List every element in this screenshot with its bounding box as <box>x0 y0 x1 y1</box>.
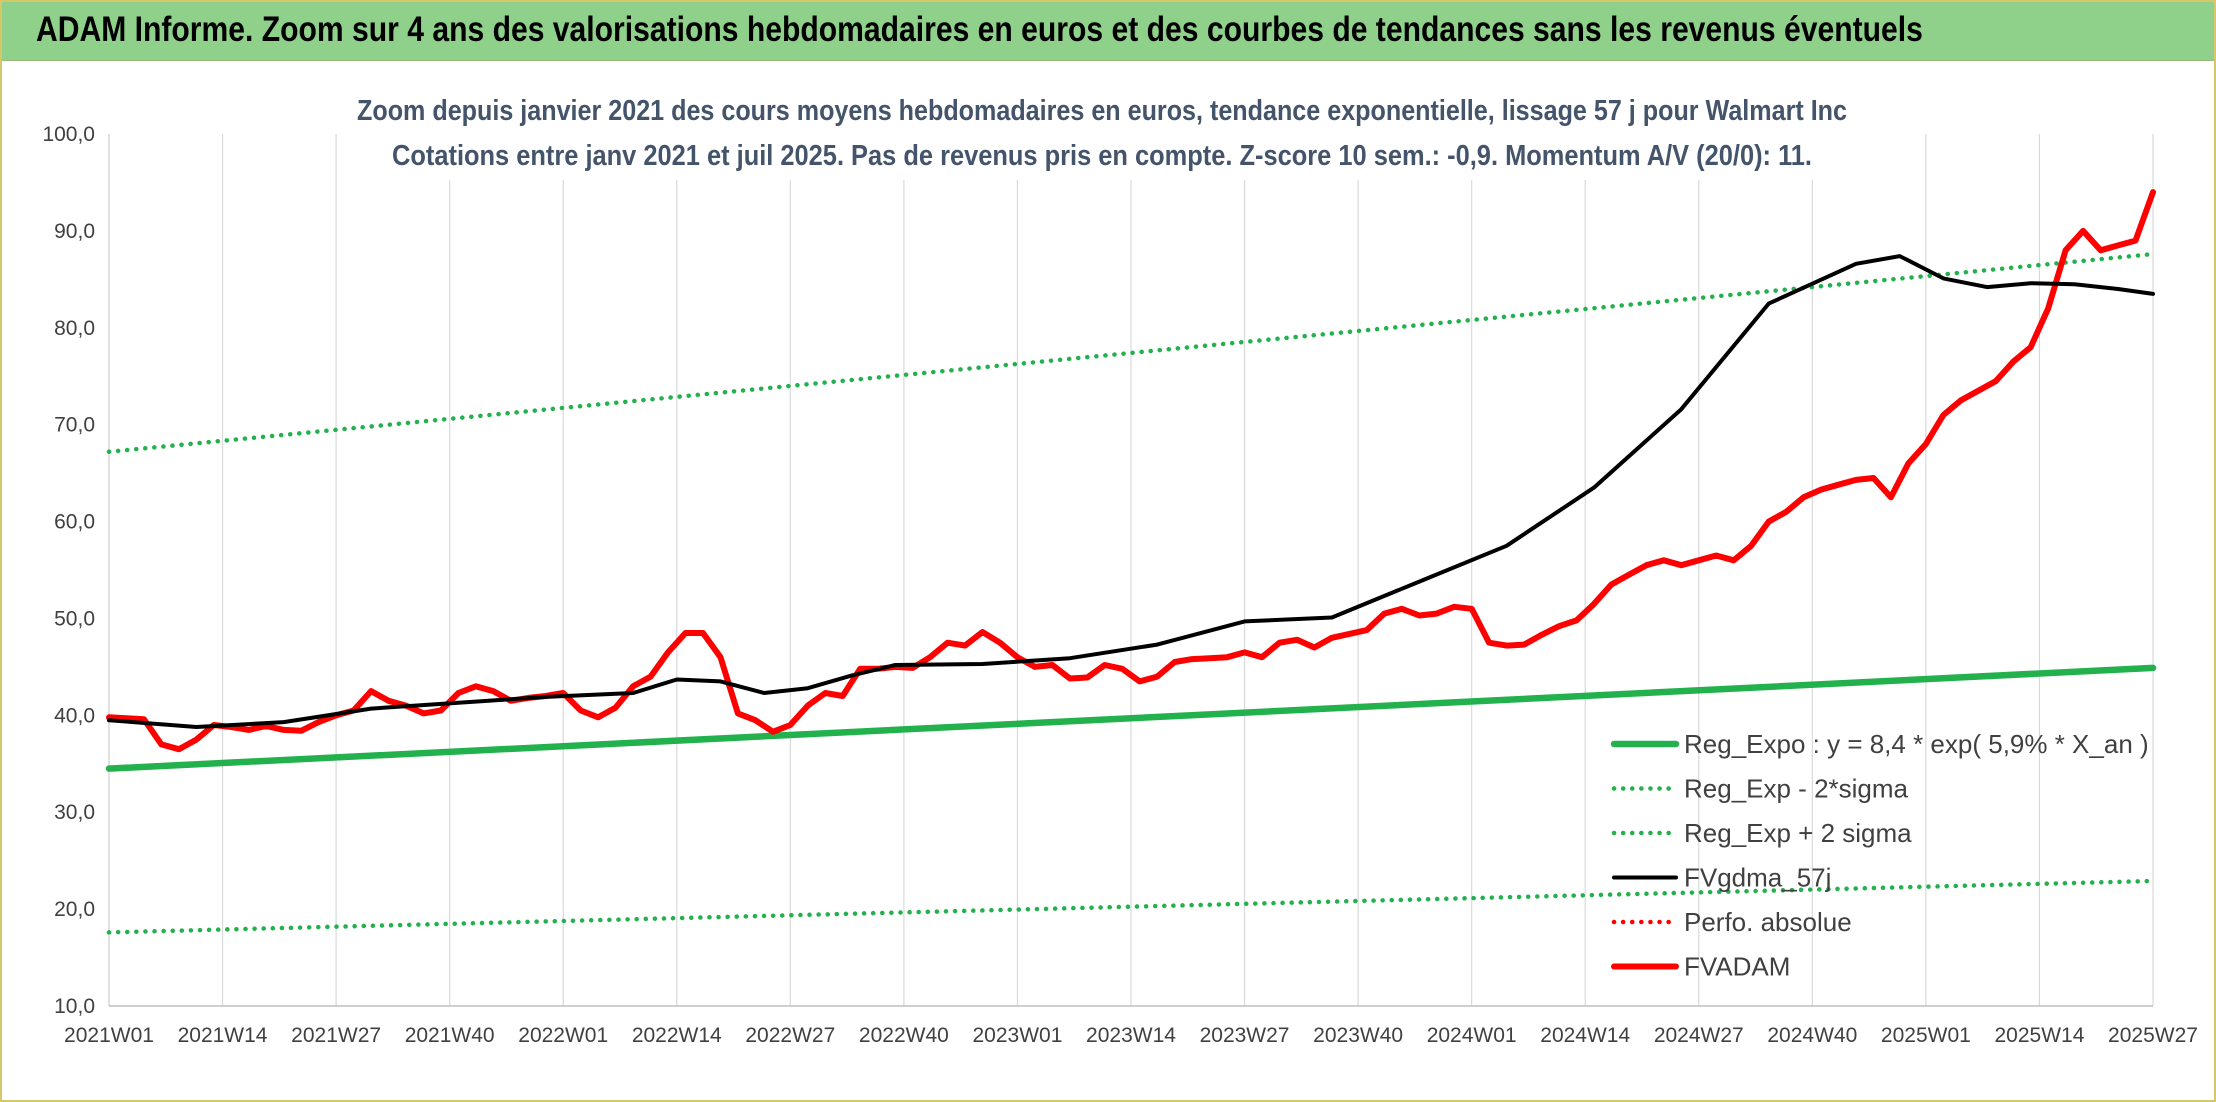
x-tick-label: 2021W14 <box>178 1024 268 1047</box>
legend-label: Reg_Exp + 2 sigma <box>1684 818 1912 848</box>
x-tick-label: 2023W14 <box>1086 1024 1176 1047</box>
report-title: ADAM Informe. Zoom sur 4 ans des valoris… <box>36 10 1923 49</box>
x-tick-label: 2022W01 <box>518 1024 608 1047</box>
x-tick-label: 2021W27 <box>291 1024 381 1047</box>
chart-subtitle-line-2: Cotations entre janv 2021 et juil 2025. … <box>392 140 1812 172</box>
subtitle-background <box>352 88 1852 180</box>
legend: Reg_Expo : y = 8,4 * exp( 5,9% * X_an ) R… <box>1610 729 2149 982</box>
series-line-3 <box>107 254 2155 729</box>
y-tick-label: 90,0 <box>54 220 95 243</box>
x-tick-label: 2022W27 <box>745 1024 835 1047</box>
x-tick-label: 2024W14 <box>1540 1024 1630 1047</box>
x-tick-label: 2023W27 <box>1200 1024 1290 1047</box>
x-tick-label: 2024W01 <box>1427 1024 1517 1047</box>
legend-label: Reg_Expo : y = 8,4 * exp( 5,9% * X_an ) <box>1684 729 2149 759</box>
x-tick-label: 2022W40 <box>859 1024 949 1047</box>
axis-labels: 2021W01 2021W14 2021W27 2021W40 2022W01 2022W… <box>42 123 2198 1047</box>
legend-label: FVADAM <box>1684 952 1790 982</box>
legend-label: FVgdma_57j <box>1684 863 1831 893</box>
y-tick-label: 100,0 <box>42 123 95 146</box>
x-tick-label: 2025W27 <box>2108 1024 2198 1047</box>
y-tick-label: 70,0 <box>54 414 95 437</box>
x-tick-label: 2021W40 <box>405 1024 495 1047</box>
y-tick-label: 50,0 <box>54 607 95 630</box>
x-tick-label: 2025W14 <box>1994 1024 2084 1047</box>
x-tick-label: 2023W40 <box>1313 1024 1403 1047</box>
x-tick-label: 2023W01 <box>972 1024 1062 1047</box>
legend-label: Reg_Exp - 2*sigma <box>1684 774 1909 804</box>
y-tick-label: 60,0 <box>54 511 95 534</box>
chart-subtitle-line-1: Zoom depuis janvier 2021 des cours moyen… <box>357 95 1847 127</box>
series-line-1 <box>106 878 2156 935</box>
y-tick-label: 10,0 <box>54 995 95 1018</box>
x-tick-label: 2024W27 <box>1654 1024 1744 1047</box>
series-lines <box>105 189 2157 935</box>
x-tick-label: 2022W14 <box>632 1024 722 1047</box>
y-tick-label: 40,0 <box>54 704 95 727</box>
x-tick-label: 2025W01 <box>1881 1024 1971 1047</box>
x-tick-label: 2024W40 <box>1767 1024 1857 1047</box>
y-tick-label: 80,0 <box>54 317 95 340</box>
report-banner: ADAM Informe. Zoom sur 4 ans des valoris… <box>2 2 2214 61</box>
series-line-0 <box>105 664 2157 772</box>
y-tick-label: 30,0 <box>54 801 95 824</box>
y-tick-label: 20,0 <box>54 898 95 921</box>
legend-label: Perfo. absolue <box>1684 907 1852 937</box>
series-line-2 <box>106 251 2156 455</box>
grid-lines <box>108 134 2154 1007</box>
x-tick-label: 2021W01 <box>64 1024 154 1047</box>
